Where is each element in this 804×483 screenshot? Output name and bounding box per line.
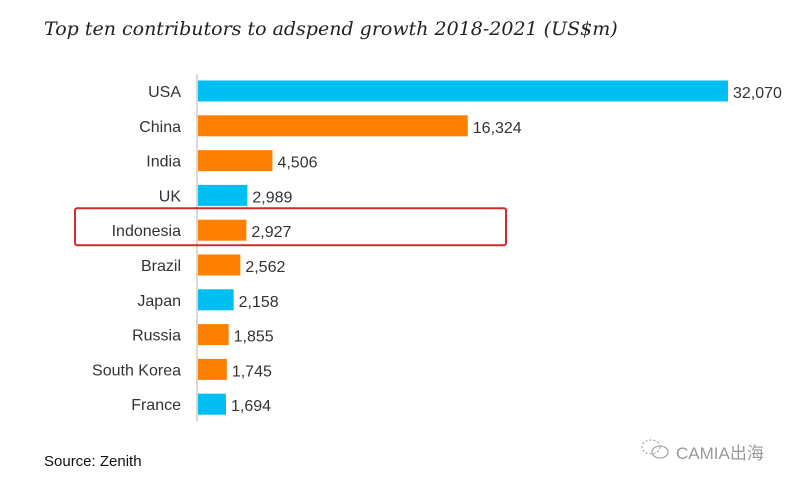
bar-russia — [198, 324, 229, 346]
bar-japan — [198, 289, 234, 311]
bar-france — [198, 393, 226, 415]
watermark-text: CAMIA出海 — [676, 444, 764, 463]
value-label: 1,745 — [232, 363, 272, 380]
bar-uk — [198, 184, 248, 206]
category-label: India — [146, 154, 181, 171]
category-label: Russia — [132, 328, 181, 345]
category-label: UK — [159, 188, 182, 205]
bar-brazil — [198, 254, 241, 276]
bar-india — [198, 150, 273, 172]
category-label: South Korea — [92, 362, 181, 379]
bar-south-korea — [198, 358, 227, 380]
category-label: China — [139, 119, 181, 136]
source-note: Source: Zenith — [44, 453, 142, 470]
category-label: Japan — [137, 293, 181, 310]
value-label: 1,855 — [234, 329, 274, 346]
bar-china — [198, 115, 468, 137]
value-label: 2,562 — [245, 259, 285, 276]
wechat-icon — [640, 438, 670, 465]
category-label: USA — [148, 84, 181, 101]
category-label: Indonesia — [112, 223, 181, 240]
category-label: Brazil — [141, 258, 181, 275]
value-label: 16,324 — [473, 120, 522, 137]
bar-usa — [198, 80, 728, 102]
category-label: France — [131, 397, 181, 414]
value-label: 32,070 — [733, 85, 782, 102]
value-label: 2,927 — [251, 224, 291, 241]
watermark: CAMIA出海 — [640, 438, 764, 465]
value-label: 4,506 — [277, 155, 317, 172]
value-label: 2,989 — [252, 189, 292, 206]
bar-indonesia — [198, 219, 247, 241]
highlight-box — [74, 207, 507, 247]
value-label: 1,694 — [231, 398, 271, 415]
value-label: 2,158 — [239, 294, 279, 311]
chart-title: Top ten contributors to adspend growth 2… — [44, 18, 618, 40]
